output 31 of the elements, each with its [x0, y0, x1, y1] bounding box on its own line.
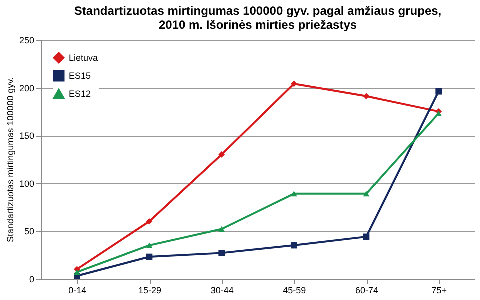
chart-title: Standartizuotas mirtingumas 100000 gyv. pagal amžiaus grupes, 2010 m. Išorinės mirties priežastys: [74, 4, 442, 32]
point: [363, 234, 370, 240]
point: [291, 191, 298, 197]
point: [146, 254, 153, 260]
x-tick-label: 15-29: [138, 286, 162, 296]
point: [363, 93, 370, 100]
legend-label: ES15: [69, 71, 92, 81]
y-tick-label: 100: [19, 178, 34, 189]
point: [146, 218, 153, 225]
y-tick-label: 150: [19, 131, 34, 142]
x-tick-label: 45-59: [283, 286, 306, 296]
x-tick-label: 60-74: [355, 286, 379, 296]
legend-label: Lietuva: [69, 53, 98, 63]
y-axis-title: Standartizuotas mirtingumas 100000 gyv.: [5, 78, 16, 242]
point: [436, 88, 442, 95]
point: [218, 226, 225, 232]
point: [291, 80, 298, 88]
point: [74, 270, 80, 276]
point: [291, 242, 298, 249]
y-tick-label: 250: [19, 36, 34, 46]
y-tick-label: 200: [19, 83, 34, 94]
x-tick-label: 75+: [432, 286, 447, 296]
y-tick-label: 50: [24, 226, 34, 237]
point: [218, 152, 225, 158]
legend-label: ES12: [69, 89, 92, 99]
y-tick-label: 0: [29, 274, 34, 284]
point: [218, 250, 225, 256]
x-tick-label: 0-14: [68, 286, 87, 296]
x-tick-label: 30-44: [210, 286, 234, 296]
point: [146, 242, 153, 248]
point: [363, 191, 370, 197]
